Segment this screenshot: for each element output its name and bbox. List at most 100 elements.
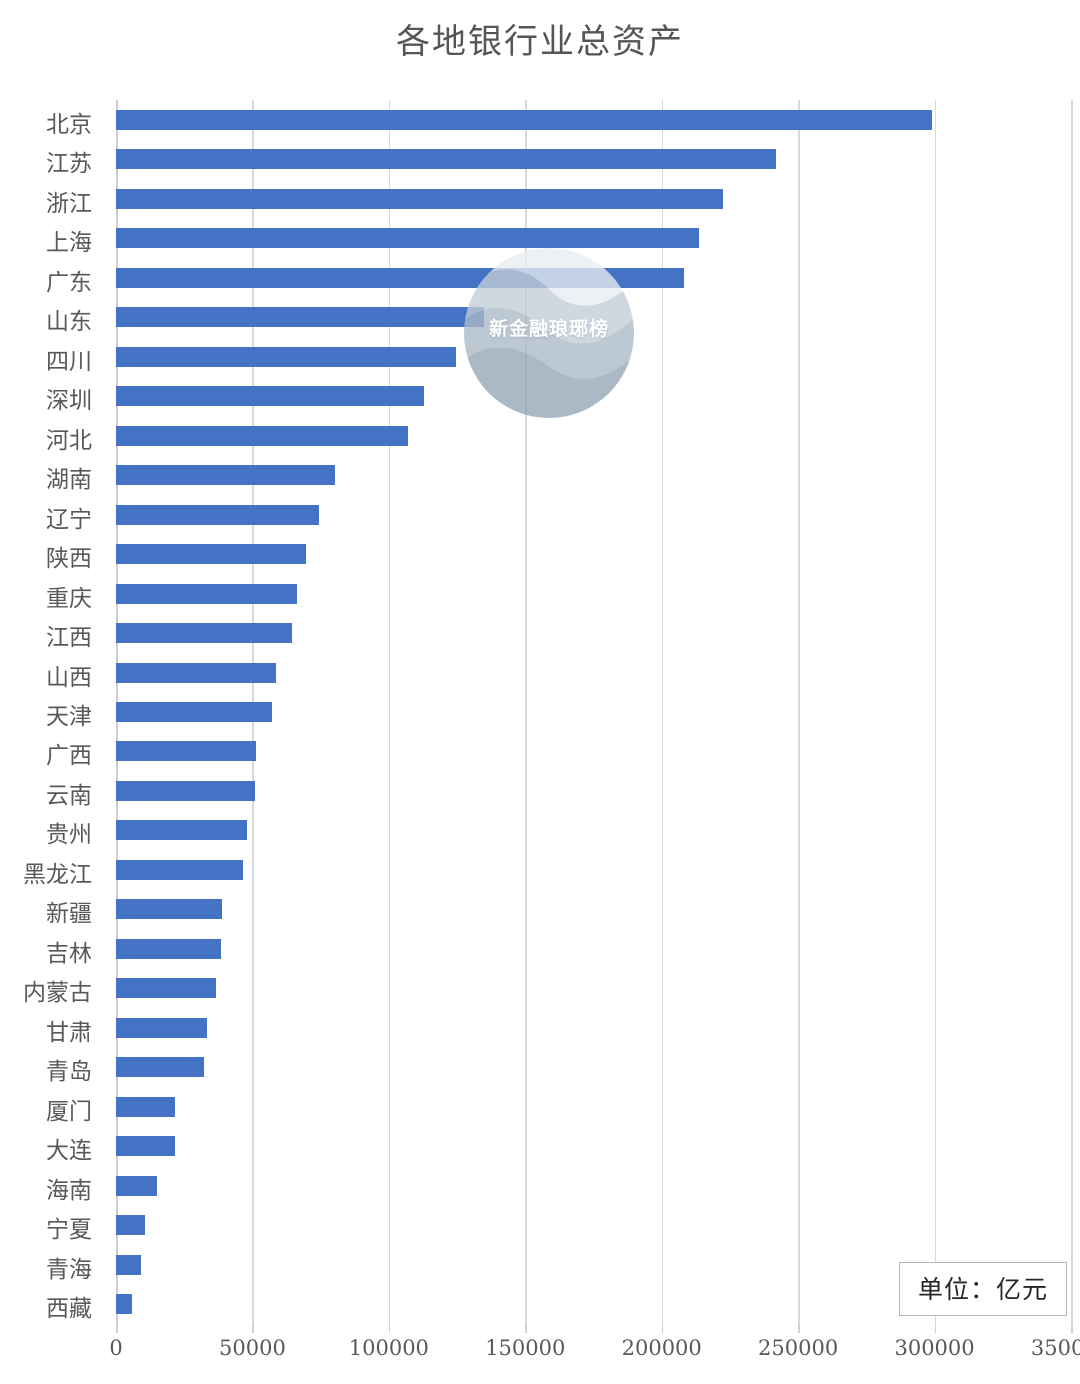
x-axis-tick-50000 — [252, 1324, 255, 1333]
y-axis-label-天津: 天津 — [46, 704, 92, 730]
y-axis-label-深圳: 深圳 — [46, 388, 92, 415]
bar-河北 — [116, 425, 408, 446]
bar-row — [116, 574, 1071, 613]
x-axis-tick-300000 — [934, 1324, 937, 1333]
bar-深圳 — [116, 386, 425, 407]
y-axis-label-山东: 山东 — [46, 309, 92, 336]
y-axis-label-重庆: 重庆 — [46, 585, 92, 612]
bar-四川 — [116, 346, 456, 367]
gridline-100000 — [388, 100, 391, 1324]
y-axis-label-北京: 北京 — [46, 111, 92, 138]
bar-贵州 — [116, 820, 247, 841]
bar-新疆 — [116, 899, 222, 920]
bar-row — [116, 100, 1071, 139]
y-axis-label-贵州: 贵州 — [46, 822, 92, 849]
gridline-200000 — [661, 100, 664, 1324]
bar-青岛 — [116, 1057, 205, 1078]
bar-内蒙古 — [116, 978, 216, 999]
x-axis-tick-100000 — [388, 1324, 391, 1333]
bar-row — [116, 297, 1071, 336]
x-axis-label-250000: 250000 — [758, 1336, 839, 1360]
bar-江西 — [116, 623, 292, 644]
bar-row — [116, 1087, 1071, 1126]
bar-湖南 — [116, 465, 335, 486]
bar-row — [116, 218, 1071, 257]
y-axis-label-四川: 四川 — [46, 348, 92, 375]
bar-黑龙江 — [116, 859, 244, 880]
bar-北京 — [116, 109, 932, 130]
bar-row — [116, 692, 1071, 731]
bar-厦门 — [116, 1096, 175, 1117]
y-axis-label-黑龙江: 黑龙江 — [23, 861, 92, 888]
y-axis-label-上海: 上海 — [46, 230, 92, 257]
gridline-300000 — [934, 100, 937, 1324]
bar-row — [116, 1008, 1071, 1047]
bar-row — [116, 376, 1071, 415]
page-title: 各地银行业总资产 — [396, 22, 684, 62]
x-axis-label-100000: 100000 — [348, 1336, 429, 1360]
gridline-350000 — [1071, 100, 1073, 1324]
bar-海南 — [116, 1175, 157, 1196]
bar-row — [116, 1166, 1071, 1205]
y-axis-label-青海: 青海 — [46, 1256, 92, 1283]
x-axis-tick-200000 — [661, 1324, 664, 1333]
x-axis-label-200000: 200000 — [621, 1336, 702, 1360]
bar-宁夏 — [116, 1215, 145, 1236]
y-axis-label-西藏: 西藏 — [46, 1296, 92, 1323]
bar-辽宁 — [116, 504, 319, 525]
bar-row — [116, 732, 1071, 771]
bar-吉林 — [116, 938, 222, 959]
bar-row — [116, 771, 1071, 810]
y-axis-label-青岛: 青岛 — [46, 1059, 92, 1086]
bar-row — [116, 139, 1071, 178]
y-axis-label-江西: 江西 — [46, 625, 92, 652]
x-axis-label-300000: 300000 — [894, 1336, 975, 1360]
bar-甘肃 — [116, 1017, 208, 1038]
bar-row — [116, 1285, 1071, 1324]
bar-山东 — [116, 307, 485, 328]
y-axis-label-河北: 河北 — [46, 427, 92, 454]
y-axis-label-广西: 广西 — [46, 743, 92, 770]
bar-row — [116, 1127, 1071, 1166]
x-axis-tick-labels: 0 50000 100000 150000 200000 250000 300000 3500… — [0, 1336, 1080, 1376]
bar-青海 — [116, 1254, 142, 1275]
bar-row — [116, 1206, 1071, 1245]
bar-row — [116, 179, 1071, 218]
bar-row — [116, 534, 1071, 573]
bar-row — [116, 613, 1071, 652]
x-axis-label-50000: 50000 — [219, 1336, 286, 1360]
y-axis-label-湖南: 湖南 — [46, 467, 92, 494]
x-axis-label-150000: 150000 — [485, 1336, 566, 1360]
bar-广西 — [116, 741, 256, 762]
bar-row — [116, 1245, 1071, 1284]
bar-row — [116, 929, 1071, 968]
bar-天津 — [116, 701, 273, 722]
bar-广东 — [116, 267, 684, 288]
bar-row — [116, 416, 1071, 455]
bars-layer — [116, 100, 1071, 1324]
y-axis-label-辽宁: 辽宁 — [46, 506, 92, 533]
bar-row — [116, 1048, 1071, 1087]
bar-山西 — [116, 662, 277, 683]
gridline-250000 — [798, 100, 800, 1324]
bar-row — [116, 455, 1071, 494]
bar-row — [116, 811, 1071, 850]
plot-area — [116, 100, 1073, 1324]
bar-上海 — [116, 228, 699, 249]
bar-西藏 — [116, 1294, 132, 1315]
x-axis-label-0: 0 — [109, 1336, 123, 1360]
bar-row — [116, 969, 1071, 1008]
y-axis-label-吉林: 吉林 — [46, 940, 92, 967]
bar-重庆 — [116, 583, 297, 604]
y-axis-label-广东: 广东 — [46, 269, 92, 296]
bar-云南 — [116, 780, 256, 801]
y-axis-label-江苏: 江苏 — [46, 151, 92, 178]
gridline-150000 — [525, 100, 527, 1324]
x-axis-tick-0 — [116, 1324, 118, 1333]
y-axis-label-陕西: 陕西 — [46, 546, 92, 573]
bar-row — [116, 337, 1071, 376]
y-axis-label-浙江: 浙江 — [46, 190, 92, 217]
bar-row — [116, 495, 1071, 534]
bar-row — [116, 890, 1071, 929]
